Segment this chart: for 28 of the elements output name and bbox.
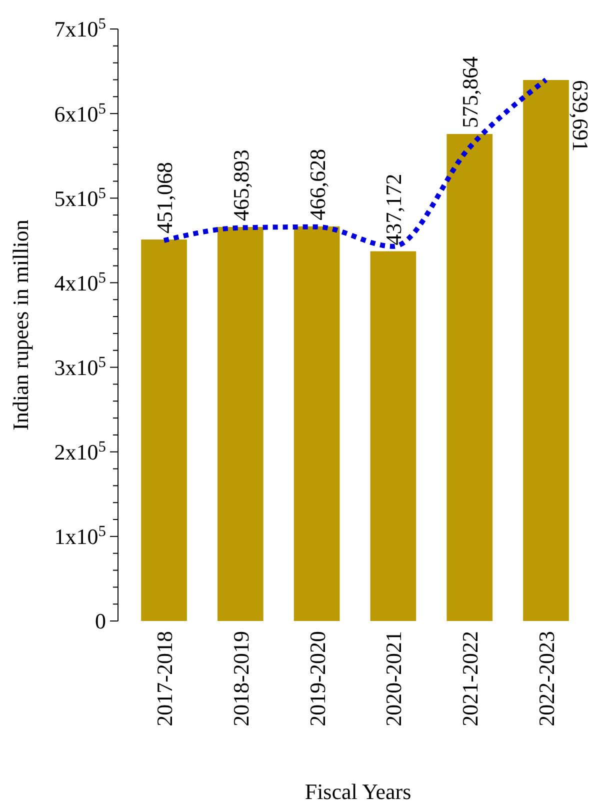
bar [370, 251, 416, 621]
x-tick-label: 2017-2018 [152, 631, 178, 726]
data-label: 465,893 [228, 149, 254, 221]
y-tick-label: 2x10$^{5}$ [54, 438, 106, 465]
data-label: 437,172 [381, 174, 406, 246]
y-tick-label: 6x10$^{5}$ [54, 100, 106, 126]
x-tick-label: 2022-2023 [534, 631, 559, 726]
data-label: 639,691 [568, 80, 593, 152]
x-tick-label: 2021-2022 [458, 631, 483, 726]
bar [446, 134, 493, 621]
bar [523, 80, 569, 621]
y-tick-label: 3x10$^{5}$ [54, 353, 106, 380]
bar [141, 240, 187, 621]
x-tick-label: 2018-2019 [228, 631, 254, 726]
y-axis-title: Indian rupees in million [8, 220, 33, 430]
x-tick-label: 2019-2020 [304, 631, 330, 726]
y-tick-label: 7x10$^{5}$ [54, 15, 106, 42]
y-tick-label: 1x10$^{5}$ [54, 522, 106, 550]
y-tick-label: 5x10$^{5}$ [54, 184, 106, 211]
x-tick-label: 2020-2021 [381, 631, 406, 726]
y-tick-label: 4x10$^{5}$ [54, 268, 106, 296]
y-tick-label: 0 [95, 608, 106, 634]
x-axis-title: Fiscal Years [304, 779, 412, 804]
bar [217, 226, 264, 621]
data-label: 466,628 [304, 148, 330, 220]
data-label: 451,068 [152, 162, 178, 234]
bar [294, 226, 340, 621]
data-label: 575,864 [458, 56, 483, 128]
